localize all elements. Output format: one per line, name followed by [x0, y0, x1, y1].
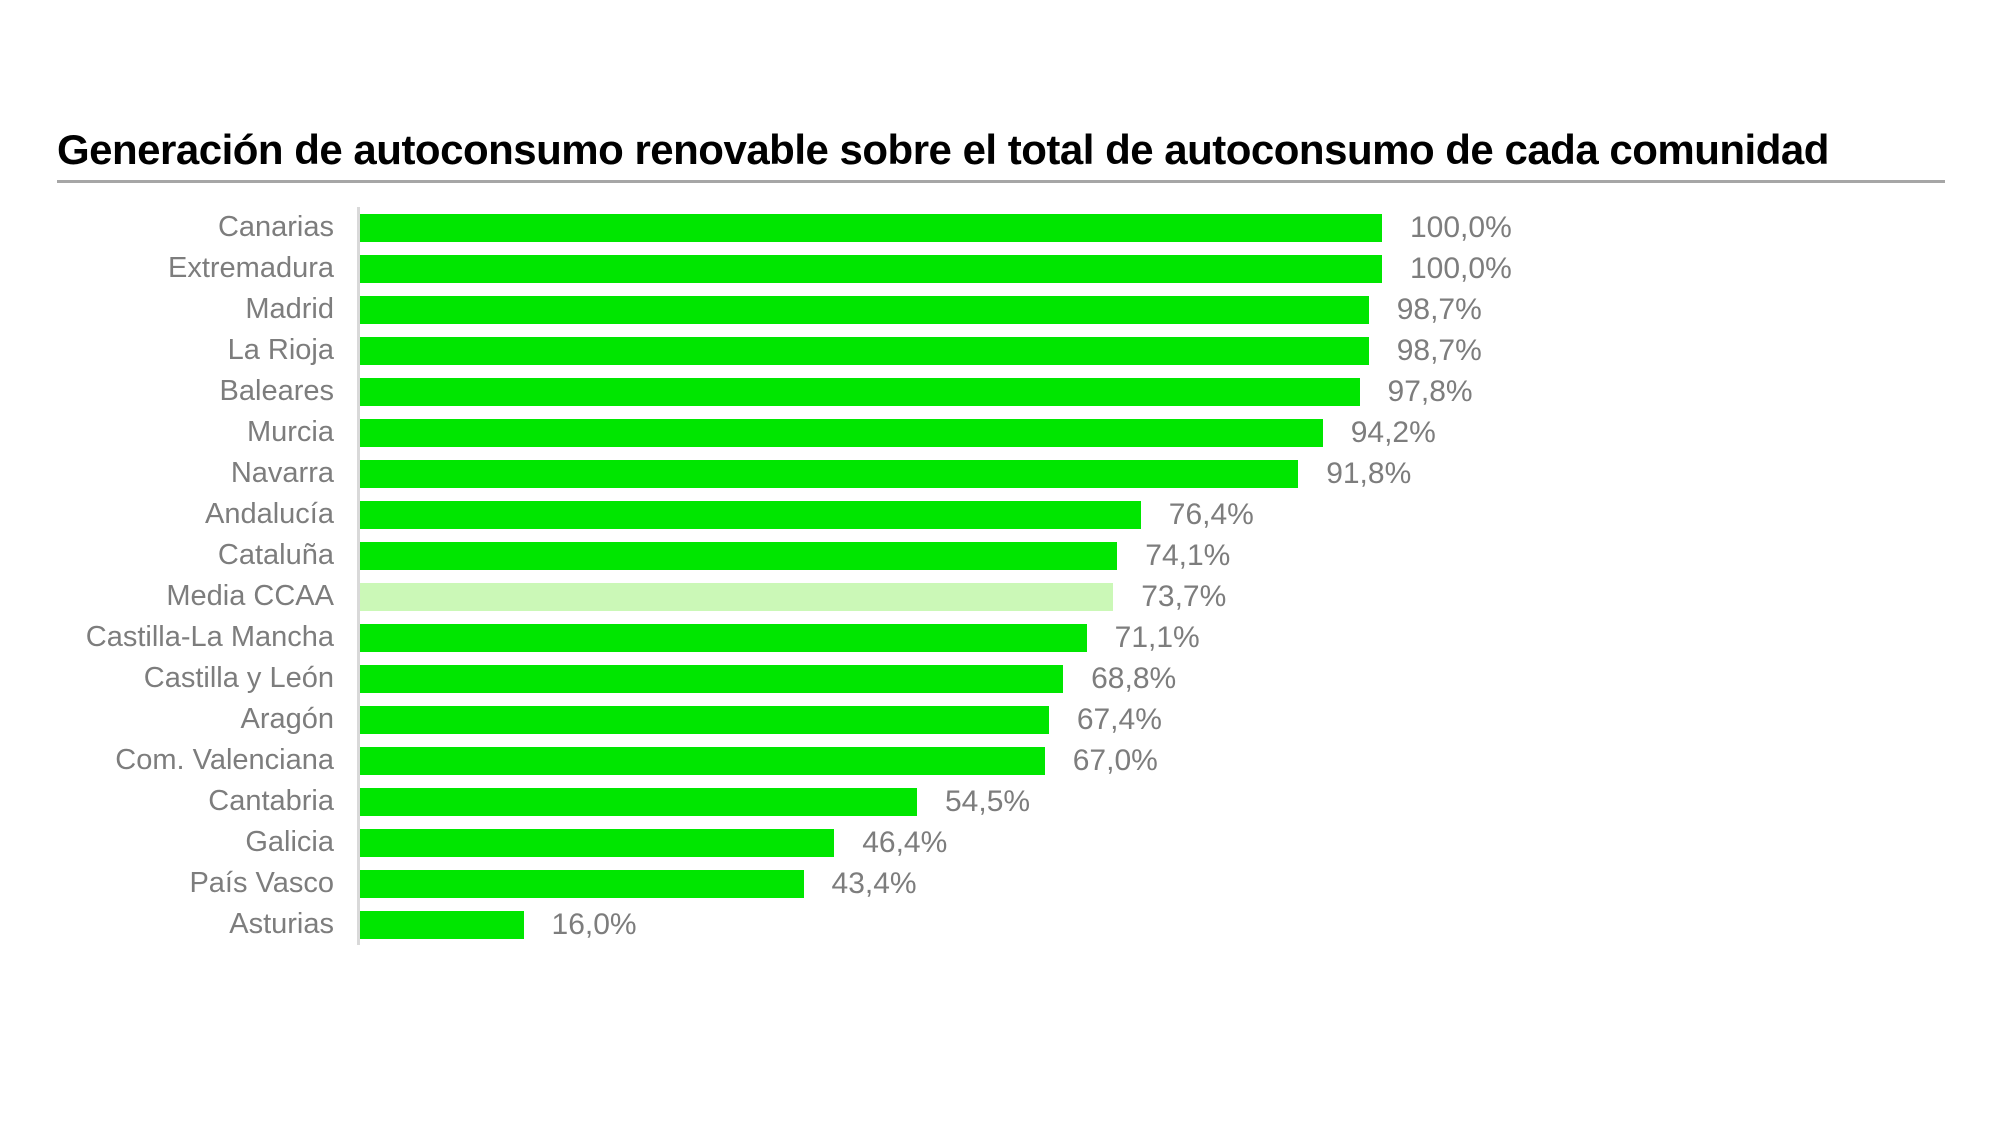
bar-row: Navarra 91,8%: [57, 453, 1980, 494]
category-label: Cataluña: [217, 539, 334, 571]
bar: [360, 910, 524, 939]
category-label: Media CCAA: [166, 580, 334, 612]
category-label: Com. Valenciana: [115, 744, 334, 776]
bar: [360, 623, 1087, 652]
bar: [360, 336, 1369, 365]
category-label: Canarias: [217, 211, 334, 243]
category-label: Madrid: [245, 293, 334, 325]
bar-row: Canarias 100,0%: [57, 207, 1980, 248]
bar-row: Castilla y León 68,8%: [57, 658, 1980, 699]
bar-row: Aragón 67,4%: [57, 699, 1980, 740]
value-label: 94,2%: [1350, 415, 1436, 449]
bar-row: Com. Valenciana 67,0%: [57, 740, 1980, 781]
value-label: 100,0%: [1410, 251, 1512, 285]
bar-track: 67,4%: [357, 699, 1980, 740]
bar-track: 68,8%: [357, 658, 1980, 699]
bar-row: Galicia 46,4%: [57, 822, 1980, 863]
bar-track: 71,1%: [357, 617, 1980, 658]
value-label: 67,0%: [1072, 743, 1158, 777]
bar-row: Media CCAA 73,7%: [57, 576, 1980, 617]
bar-row: Baleares 97,8%: [57, 371, 1980, 412]
bar-track: 67,0%: [357, 740, 1980, 781]
value-label: 68,8%: [1091, 661, 1177, 695]
category-label: Castilla y León: [143, 662, 334, 694]
bar-row: Murcia 94,2%: [57, 412, 1980, 453]
chart-title: Generación de autoconsumo renovable sobr…: [57, 126, 1829, 173]
value-label: 16,0%: [551, 907, 637, 941]
bar-track: 98,7%: [357, 330, 1980, 371]
bar-track: 97,8%: [357, 371, 1980, 412]
value-label: 74,1%: [1145, 538, 1231, 572]
bar: [360, 541, 1118, 570]
category-label: Murcia: [246, 416, 334, 448]
value-label: 100,0%: [1410, 210, 1512, 244]
category-label: Cantabria: [208, 785, 334, 817]
bar-track: 54,5%: [357, 781, 1980, 822]
bar-track: 94,2%: [357, 412, 1980, 453]
bar-track: 73,7%: [357, 576, 1980, 617]
bar-row: La Rioja 98,7%: [57, 330, 1980, 371]
value-label: 98,7%: [1396, 292, 1482, 326]
bar-track: 100,0%: [357, 207, 1980, 248]
bar: [360, 787, 917, 816]
bar: [360, 254, 1382, 283]
category-label: Galicia: [245, 826, 334, 858]
value-label: 46,4%: [862, 825, 948, 859]
bar: [360, 828, 835, 857]
category-label: Castilla-La Mancha: [85, 621, 334, 653]
value-label: 54,5%: [944, 784, 1031, 818]
bar-track: 76,4%: [357, 494, 1980, 535]
value-label: 67,4%: [1076, 702, 1162, 736]
value-label: 73,7%: [1141, 579, 1227, 613]
value-label: 97,8%: [1387, 374, 1473, 408]
bar-track: 100,0%: [357, 248, 1980, 289]
bar: [360, 459, 1299, 488]
bar: [360, 213, 1382, 242]
bar-track: 43,4%: [357, 863, 1980, 904]
category-label: Andalucía: [205, 498, 334, 530]
bar-highlight: [360, 582, 1114, 611]
title-underline: [57, 180, 1945, 183]
category-label: Navarra: [230, 457, 334, 489]
bar-chart: Canarias 100,0% Extremadura 100,0% Madrid 98,…: [57, 207, 1980, 945]
bar: [360, 377, 1360, 406]
bar: [360, 705, 1049, 734]
value-label: 98,7%: [1396, 333, 1482, 367]
value-label: 71,1%: [1114, 620, 1200, 654]
bar-track: 98,7%: [357, 289, 1980, 330]
bar: [360, 869, 804, 898]
bar-track: 91,8%: [357, 453, 1980, 494]
bar: [360, 500, 1141, 529]
category-label: Aragón: [240, 703, 334, 735]
category-label: Asturias: [229, 908, 334, 940]
category-label: Extremadura: [167, 252, 334, 284]
category-label: Baleares: [219, 375, 334, 407]
bar-row: País Vasco 43,4%: [57, 863, 1980, 904]
value-label: 76,4%: [1168, 497, 1254, 531]
bar-row: Extremadura 100,0%: [57, 248, 1980, 289]
value-label: 43,4%: [831, 866, 917, 900]
bar-track: 46,4%: [357, 822, 1980, 863]
bar-row: Castilla-La Mancha 71,1%: [57, 617, 1980, 658]
value-label: 91,8%: [1326, 456, 1412, 490]
bar: [360, 418, 1323, 447]
category-label: La Rioja: [227, 334, 334, 366]
bar-track: 74,1%: [357, 535, 1980, 576]
bar-row: Andalucía 76,4%: [57, 494, 1980, 535]
category-label: País Vasco: [189, 867, 334, 899]
bar-track: 16,0%: [357, 904, 1980, 945]
bar: [360, 746, 1045, 775]
bar-row: Asturias 16,0%: [57, 904, 1980, 945]
bar-row: Cantabria 54,5%: [57, 781, 1980, 822]
bar: [360, 295, 1369, 324]
bar-row: Cataluña 74,1%: [57, 535, 1980, 576]
bar: [360, 664, 1064, 693]
bar-row: Madrid 98,7%: [57, 289, 1980, 330]
